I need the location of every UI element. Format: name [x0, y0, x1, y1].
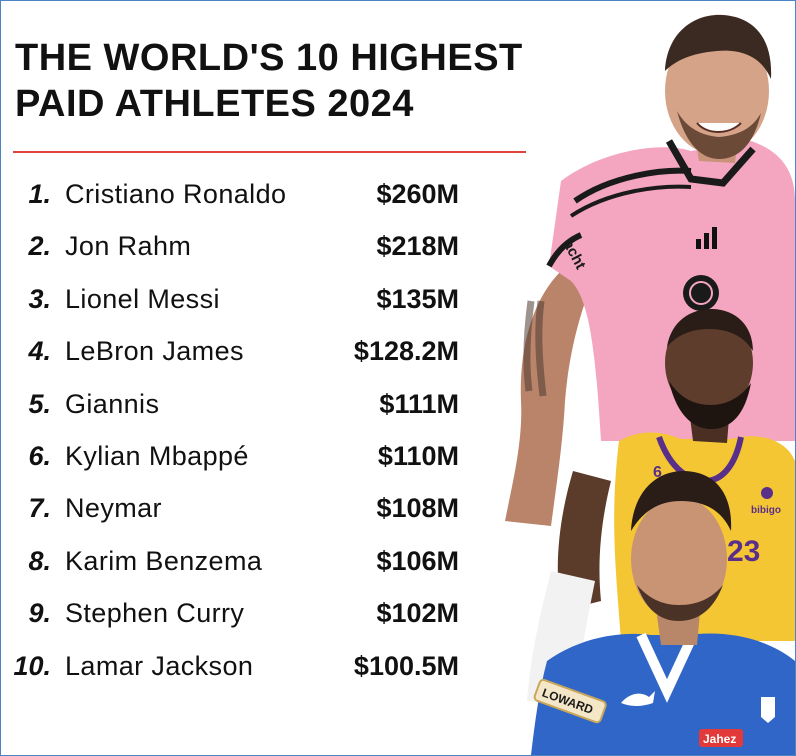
earnings-amount: $218M: [376, 231, 459, 262]
rank-number: 2.: [28, 231, 51, 262]
athlete-name: Lionel Messi: [65, 283, 220, 314]
list-item: 10. Lamar Jackson $100.5M: [1, 647, 471, 699]
title-line-1: THE WORLD'S 10 HIGHEST: [15, 37, 523, 79]
athlete-name: Neymar: [65, 493, 162, 524]
rank-number: 10.: [13, 650, 51, 681]
athlete-name: LeBron James: [65, 336, 244, 367]
list-item: 9. Stephen Curry $102M: [1, 594, 471, 646]
page-title: THE WORLD'S 10 HIGHEST PAID ATHLETES 202…: [15, 35, 575, 127]
rank-number: 8.: [28, 545, 51, 576]
athlete-name: Lamar Jackson: [65, 650, 254, 681]
athlete-name: Cristiano Ronaldo: [65, 179, 287, 209]
athlete-list: 1. Cristiano Ronaldo $260M 2. Jon Rahm $…: [1, 175, 471, 699]
jersey-number: 6: [653, 464, 662, 481]
earnings-amount: $111M: [379, 388, 459, 419]
sleeve-badge: [533, 678, 607, 724]
rank-number: 1.: [28, 179, 51, 209]
jersey-number-2: 23: [727, 535, 760, 568]
rank-number: 5.: [28, 388, 51, 419]
list-item: 3. Lionel Messi $135M: [1, 280, 471, 332]
list-item: 5. Giannis $111M: [1, 385, 471, 437]
adidas-logo-icon: [696, 227, 717, 249]
athlete-name: Kylian Mbappé: [65, 440, 249, 471]
list-item: 2. Jon Rahm $218M: [1, 227, 471, 279]
list-item: 4. LeBron James $128.2M: [1, 332, 471, 384]
earnings-amount: $108M: [376, 493, 459, 524]
club-crest-icon: [683, 275, 719, 311]
earnings-amount: $100.5M: [353, 650, 459, 681]
earnings-amount: $128.2M: [353, 336, 459, 367]
rank-number: 7.: [28, 493, 51, 524]
list-item: 1. Cristiano Ronaldo $260M: [1, 175, 471, 227]
rank-number: 9.: [28, 598, 51, 629]
athlete-name: Stephen Curry: [65, 598, 245, 629]
athlete-name: Karim Benzema: [65, 545, 263, 576]
neymar-figure: LOWARD Jahez: [531, 471, 795, 755]
jersey-sponsor: bibigo: [751, 505, 781, 516]
list-item: 6. Kylian Mbappé $110M: [1, 437, 471, 489]
rank-number: 6.: [28, 440, 51, 471]
earnings-amount: $260M: [376, 179, 459, 209]
messi-figure: acht: [505, 14, 795, 526]
athlete-name: Jon Rahm: [65, 231, 192, 262]
rank-number: 4.: [28, 336, 51, 367]
shirt-sponsor: Jahez: [703, 732, 736, 746]
list-item: 7. Neymar $108M: [1, 489, 471, 541]
earnings-amount: $102M: [376, 598, 459, 629]
club-crest-icon: [761, 697, 775, 723]
rank-number: 3.: [28, 283, 51, 314]
earnings-amount: $110M: [377, 440, 459, 471]
athletes-photo-collage: acht 6 bibigo 23: [505, 14, 795, 755]
earnings-amount: $135M: [376, 283, 459, 314]
list-item: 8. Karim Benzema $106M: [1, 542, 471, 594]
title-line-2: PAID ATHLETES 2024: [15, 83, 414, 125]
title-divider: [13, 151, 526, 153]
puma-logo-icon: [621, 691, 655, 706]
earnings-amount: $106M: [376, 545, 459, 576]
athlete-name: Giannis: [65, 388, 160, 419]
